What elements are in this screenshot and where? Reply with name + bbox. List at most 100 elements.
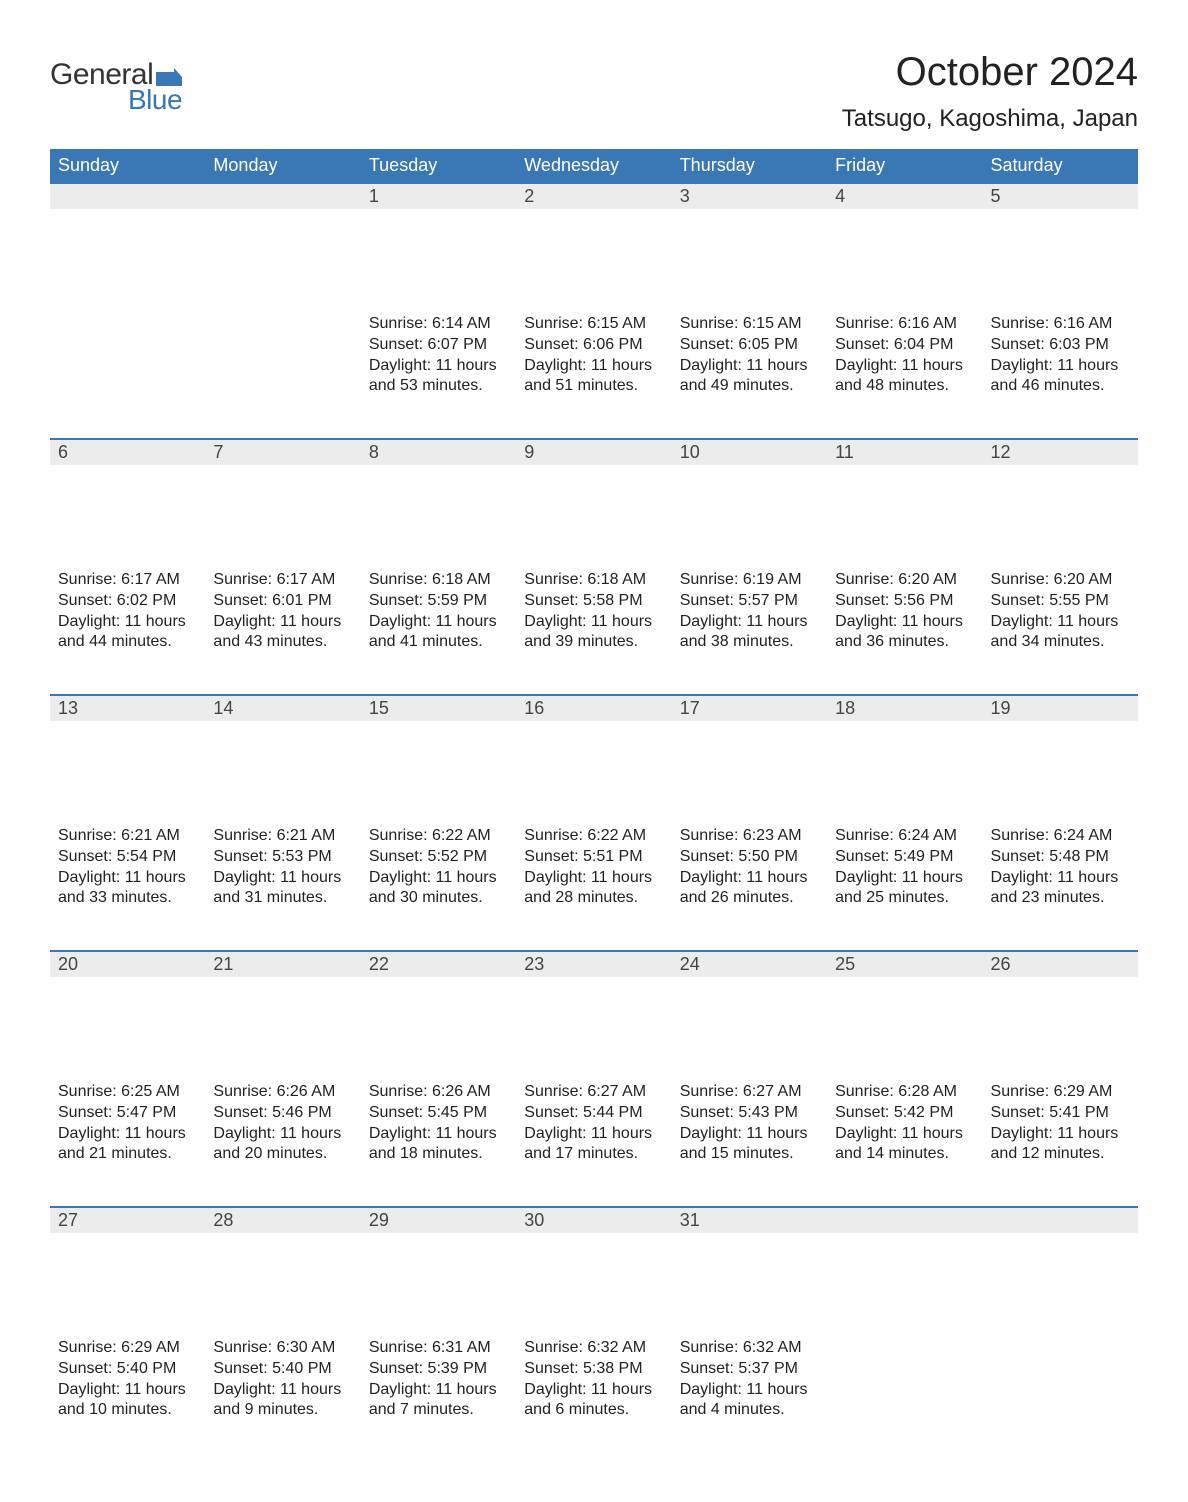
day-content bbox=[983, 1334, 1138, 1360]
day-content: Sunrise: 6:22 AMSunset: 5:51 PMDaylight:… bbox=[516, 822, 671, 931]
day-number-cell: 10 bbox=[672, 438, 827, 566]
day-number: 8 bbox=[361, 438, 516, 465]
sunrise-line: Sunrise: 6:28 AM bbox=[835, 1082, 974, 1103]
sunset-line: Sunset: 5:59 PM bbox=[369, 591, 508, 612]
day-content: Sunrise: 6:18 AMSunset: 5:59 PMDaylight:… bbox=[361, 566, 516, 675]
sunrise-line: Sunrise: 6:24 AM bbox=[835, 826, 974, 847]
daylight-line: Daylight: 11 hours and 6 minutes. bbox=[524, 1380, 663, 1422]
sunset-line: Sunset: 5:42 PM bbox=[835, 1103, 974, 1124]
sunset-line: Sunset: 5:56 PM bbox=[835, 591, 974, 612]
day-content: Sunrise: 6:29 AMSunset: 5:41 PMDaylight:… bbox=[983, 1078, 1138, 1187]
logo-text-blue: Blue bbox=[128, 84, 182, 116]
week-daynum-row: 20212223242526 bbox=[50, 950, 1138, 1078]
calendar-head: SundayMondayTuesdayWednesdayThursdayFrid… bbox=[50, 149, 1138, 182]
calendar-table: SundayMondayTuesdayWednesdayThursdayFrid… bbox=[50, 149, 1138, 1462]
sunset-line: Sunset: 6:01 PM bbox=[213, 591, 352, 612]
daylight-line: Daylight: 11 hours and 23 minutes. bbox=[991, 868, 1130, 910]
day-content-cell: Sunrise: 6:30 AMSunset: 5:40 PMDaylight:… bbox=[205, 1334, 360, 1462]
header: General Blue October 2024 Tatsugo, Kagos… bbox=[50, 50, 1138, 143]
day-number: 19 bbox=[983, 694, 1138, 721]
daylight-line: Daylight: 11 hours and 41 minutes. bbox=[369, 612, 508, 654]
day-number: 10 bbox=[672, 438, 827, 465]
sunset-line: Sunset: 5:49 PM bbox=[835, 847, 974, 868]
day-number-cell: 23 bbox=[516, 950, 671, 1078]
day-content-cell: Sunrise: 6:27 AMSunset: 5:44 PMDaylight:… bbox=[516, 1078, 671, 1206]
sunrise-line: Sunrise: 6:19 AM bbox=[680, 570, 819, 591]
sunrise-line: Sunrise: 6:27 AM bbox=[524, 1082, 663, 1103]
day-number-cell: 1 bbox=[361, 182, 516, 310]
day-content: Sunrise: 6:20 AMSunset: 5:56 PMDaylight:… bbox=[827, 566, 982, 675]
sunrise-line: Sunrise: 6:22 AM bbox=[524, 826, 663, 847]
day-header: Tuesday bbox=[361, 149, 516, 182]
day-number: 9 bbox=[516, 438, 671, 465]
sunrise-line: Sunrise: 6:15 AM bbox=[524, 314, 663, 335]
day-header: Friday bbox=[827, 149, 982, 182]
sunrise-line: Sunrise: 6:30 AM bbox=[213, 1338, 352, 1359]
day-content-cell bbox=[205, 310, 360, 438]
day-content-cell: Sunrise: 6:26 AMSunset: 5:45 PMDaylight:… bbox=[361, 1078, 516, 1206]
day-content: Sunrise: 6:25 AMSunset: 5:47 PMDaylight:… bbox=[50, 1078, 205, 1187]
daylight-line: Daylight: 11 hours and 14 minutes. bbox=[835, 1124, 974, 1166]
day-content: Sunrise: 6:16 AMSunset: 6:04 PMDaylight:… bbox=[827, 310, 982, 419]
day-number-cell: 27 bbox=[50, 1206, 205, 1334]
day-number-cell: 6 bbox=[50, 438, 205, 566]
day-header: Monday bbox=[205, 149, 360, 182]
day-number: 23 bbox=[516, 950, 671, 977]
daylight-line: Daylight: 11 hours and 15 minutes. bbox=[680, 1124, 819, 1166]
day-content-cell: Sunrise: 6:21 AMSunset: 5:53 PMDaylight:… bbox=[205, 822, 360, 950]
day-content: Sunrise: 6:30 AMSunset: 5:40 PMDaylight:… bbox=[205, 1334, 360, 1443]
week-content-row: Sunrise: 6:14 AMSunset: 6:07 PMDaylight:… bbox=[50, 310, 1138, 438]
week-content-row: Sunrise: 6:29 AMSunset: 5:40 PMDaylight:… bbox=[50, 1334, 1138, 1462]
sunset-line: Sunset: 6:06 PM bbox=[524, 335, 663, 356]
day-number-cell: 18 bbox=[827, 694, 982, 822]
day-content: Sunrise: 6:26 AMSunset: 5:46 PMDaylight:… bbox=[205, 1078, 360, 1187]
day-number-cell: 7 bbox=[205, 438, 360, 566]
day-number-cell: 30 bbox=[516, 1206, 671, 1334]
sunrise-line: Sunrise: 6:16 AM bbox=[991, 314, 1130, 335]
daylight-line: Daylight: 11 hours and 39 minutes. bbox=[524, 612, 663, 654]
day-number: 20 bbox=[50, 950, 205, 977]
day-header: Wednesday bbox=[516, 149, 671, 182]
day-number: 24 bbox=[672, 950, 827, 977]
title-block: October 2024 Tatsugo, Kagoshima, Japan bbox=[842, 50, 1138, 143]
day-content: Sunrise: 6:28 AMSunset: 5:42 PMDaylight:… bbox=[827, 1078, 982, 1187]
sunset-line: Sunset: 5:58 PM bbox=[524, 591, 663, 612]
day-number: 27 bbox=[50, 1206, 205, 1233]
day-number bbox=[827, 1206, 982, 1233]
day-content-cell: Sunrise: 6:31 AMSunset: 5:39 PMDaylight:… bbox=[361, 1334, 516, 1462]
daylight-line: Daylight: 11 hours and 43 minutes. bbox=[213, 612, 352, 654]
daylight-line: Daylight: 11 hours and 12 minutes. bbox=[991, 1124, 1130, 1166]
sunset-line: Sunset: 5:47 PM bbox=[58, 1103, 197, 1124]
day-content: Sunrise: 6:17 AMSunset: 6:02 PMDaylight:… bbox=[50, 566, 205, 675]
day-number-cell: 8 bbox=[361, 438, 516, 566]
week-content-row: Sunrise: 6:17 AMSunset: 6:02 PMDaylight:… bbox=[50, 566, 1138, 694]
week-daynum-row: 2728293031 bbox=[50, 1206, 1138, 1334]
day-content bbox=[50, 310, 205, 336]
sunset-line: Sunset: 5:51 PM bbox=[524, 847, 663, 868]
day-number-cell: 12 bbox=[983, 438, 1138, 566]
day-number: 16 bbox=[516, 694, 671, 721]
sunset-line: Sunset: 5:52 PM bbox=[369, 847, 508, 868]
day-number: 25 bbox=[827, 950, 982, 977]
sunrise-line: Sunrise: 6:20 AM bbox=[991, 570, 1130, 591]
daylight-line: Daylight: 11 hours and 10 minutes. bbox=[58, 1380, 197, 1422]
daylight-line: Daylight: 11 hours and 38 minutes. bbox=[680, 612, 819, 654]
day-header-row: SundayMondayTuesdayWednesdayThursdayFrid… bbox=[50, 149, 1138, 182]
day-content-cell: Sunrise: 6:24 AMSunset: 5:49 PMDaylight:… bbox=[827, 822, 982, 950]
day-number-cell: 14 bbox=[205, 694, 360, 822]
sunset-line: Sunset: 6:02 PM bbox=[58, 591, 197, 612]
day-content: Sunrise: 6:18 AMSunset: 5:58 PMDaylight:… bbox=[516, 566, 671, 675]
day-number-cell: 25 bbox=[827, 950, 982, 1078]
day-number: 29 bbox=[361, 1206, 516, 1233]
sunrise-line: Sunrise: 6:29 AM bbox=[991, 1082, 1130, 1103]
sunset-line: Sunset: 5:54 PM bbox=[58, 847, 197, 868]
daylight-line: Daylight: 11 hours and 7 minutes. bbox=[369, 1380, 508, 1422]
day-number-cell: 15 bbox=[361, 694, 516, 822]
sunset-line: Sunset: 5:55 PM bbox=[991, 591, 1130, 612]
day-number: 11 bbox=[827, 438, 982, 465]
day-content: Sunrise: 6:32 AMSunset: 5:37 PMDaylight:… bbox=[672, 1334, 827, 1443]
day-number-cell bbox=[983, 1206, 1138, 1334]
sunrise-line: Sunrise: 6:14 AM bbox=[369, 314, 508, 335]
day-content-cell: Sunrise: 6:22 AMSunset: 5:52 PMDaylight:… bbox=[361, 822, 516, 950]
day-number-cell bbox=[827, 1206, 982, 1334]
